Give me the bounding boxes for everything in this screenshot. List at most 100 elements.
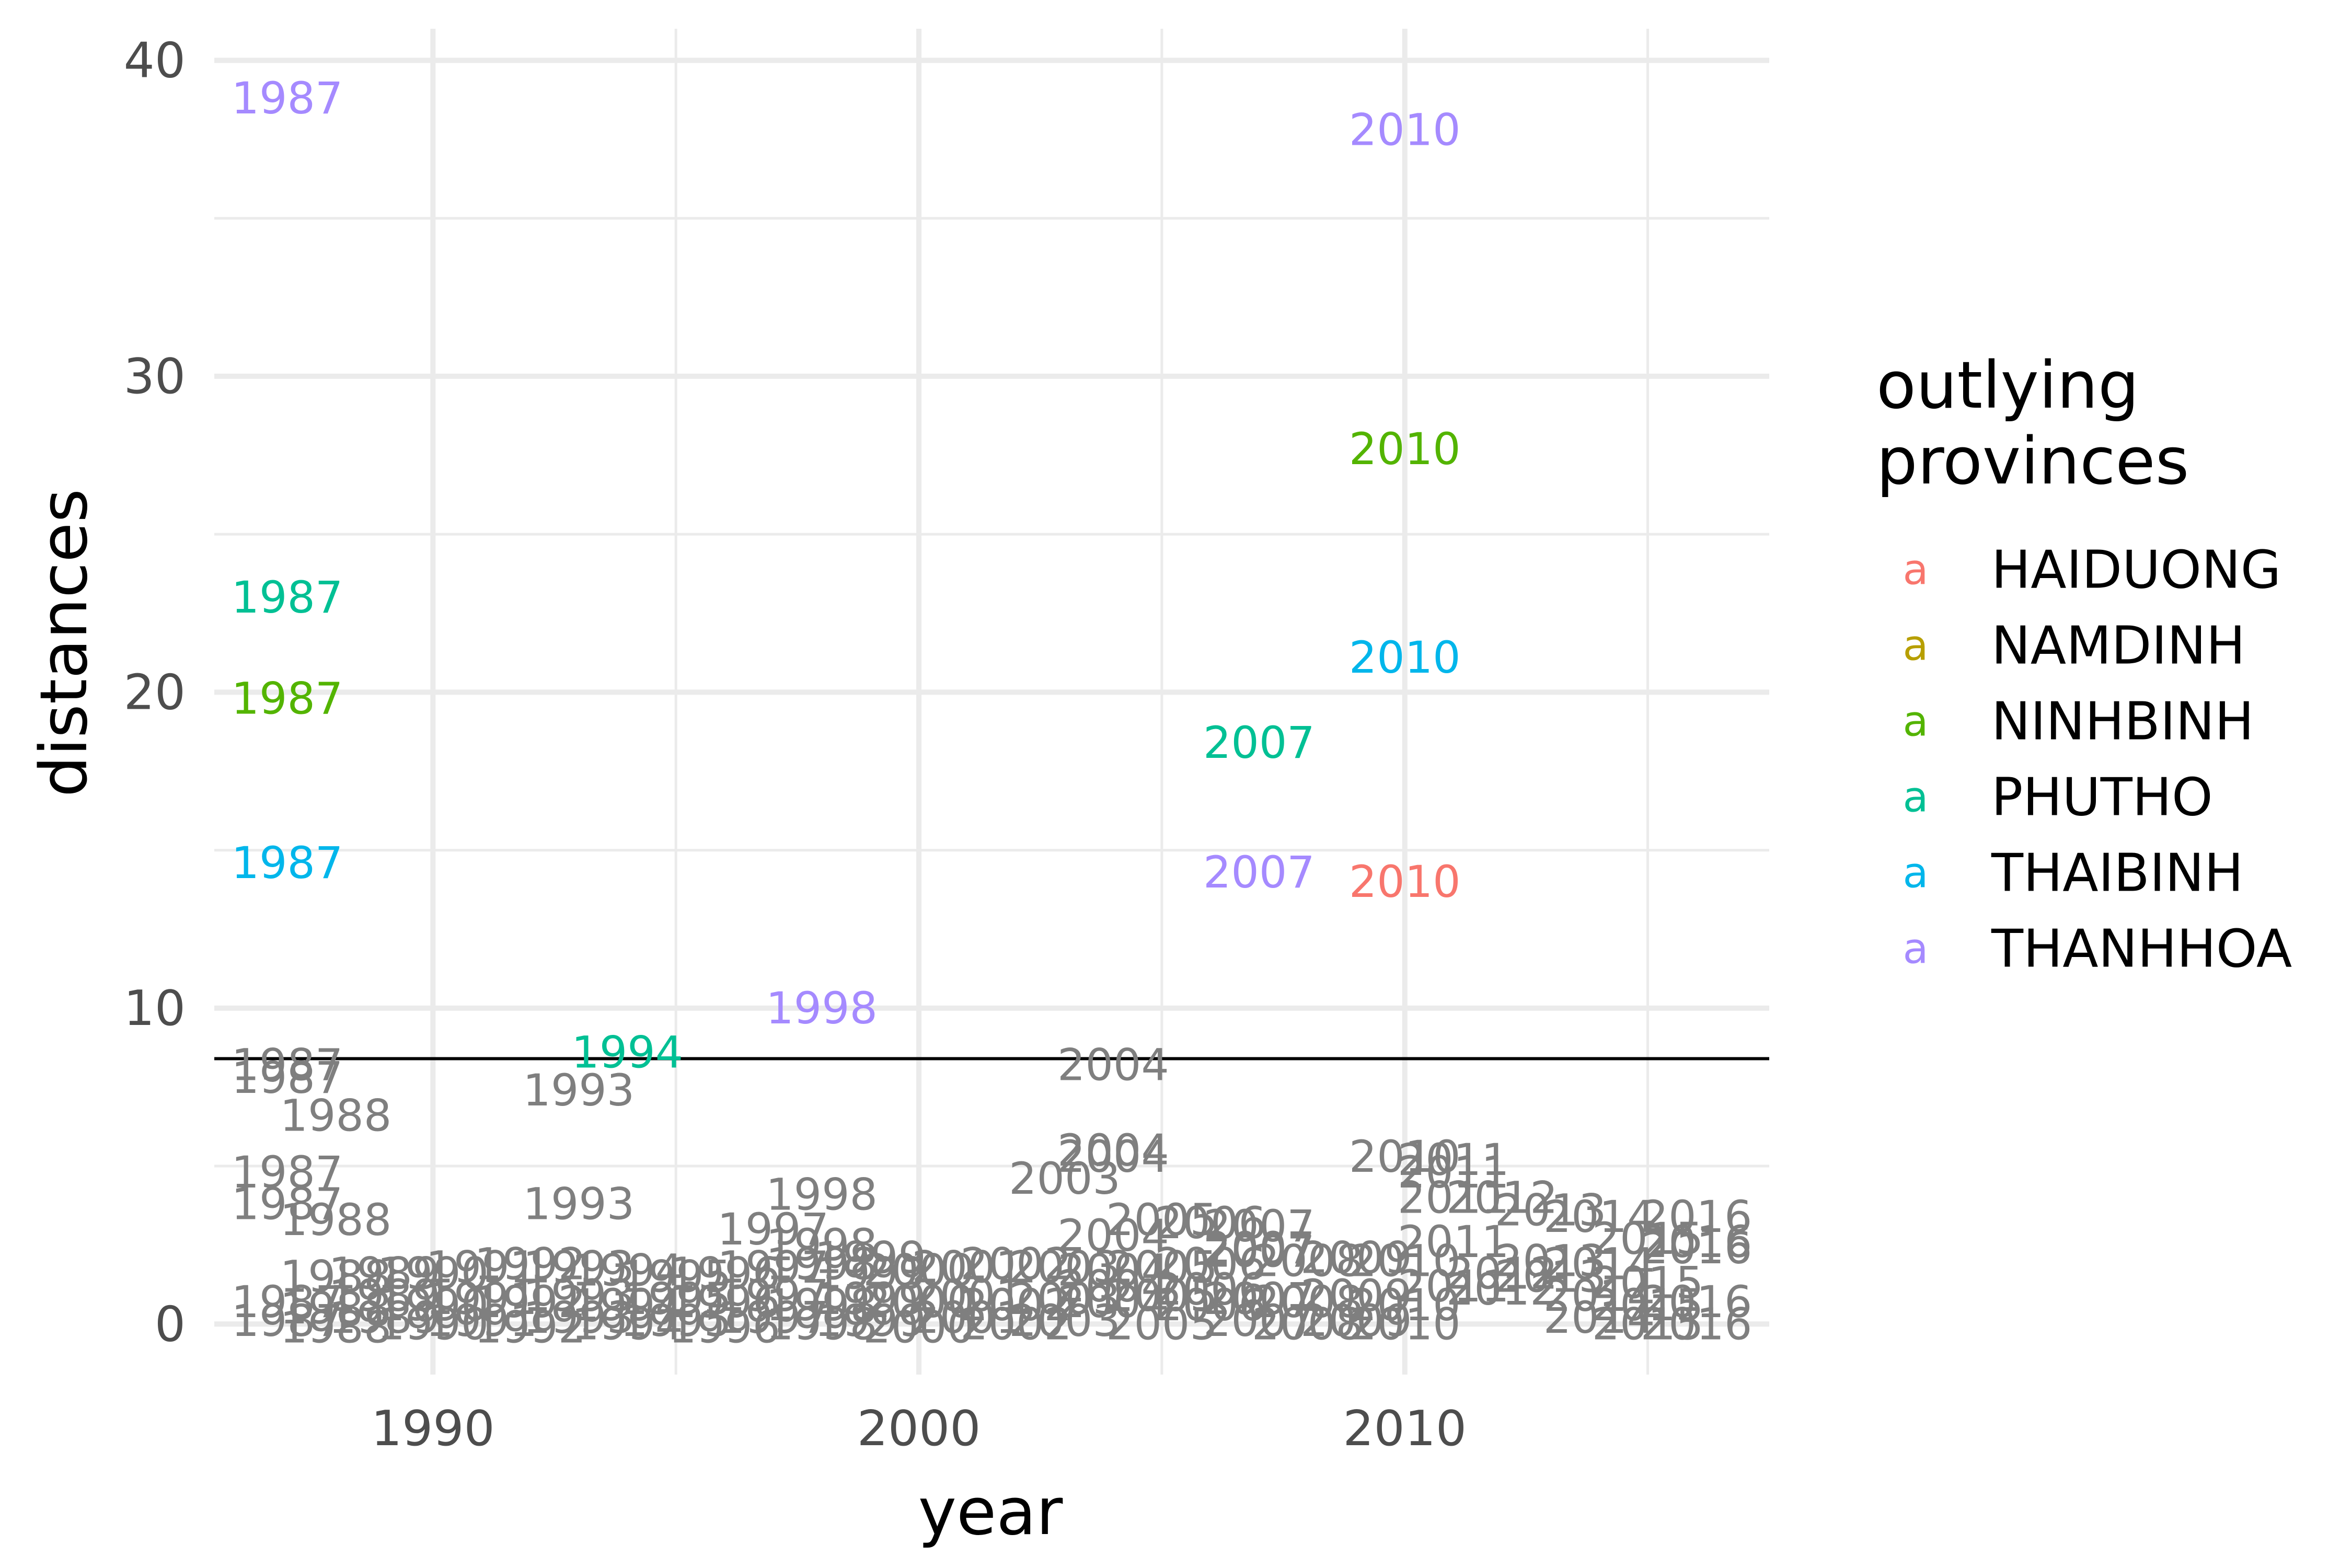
point-label-non-outlying: 1988 (280, 1283, 392, 1334)
point-label-non-outlying: 2012 (1446, 1172, 1558, 1224)
point-label-non-outlying: 1999 (814, 1295, 926, 1346)
point-label-non-outlying: 2004 (1057, 1261, 1169, 1312)
point-label-non-outlying: 1998 (766, 1238, 878, 1289)
point-label-thaibinh: 1987 (232, 837, 343, 889)
legend-label-phutho: PHUTHO (1991, 767, 2213, 828)
point-label-non-outlying: 2010 (1349, 1235, 1461, 1286)
point-label-thanhhoa: 2007 (1203, 847, 1315, 898)
point-label-non-outlying: 1998 (766, 1169, 878, 1220)
point-label-non-outlying: 1995 (620, 1251, 732, 1302)
point-label-non-outlying: 1999 (814, 1232, 926, 1283)
point-label-non-outlying: 2008 (1252, 1276, 1364, 1328)
point-label-non-outlying: 1998 (766, 1279, 878, 1331)
point-label-non-outlying: 2011 (1398, 1172, 1509, 1224)
point-label-non-outlying: 2007 (1203, 1226, 1315, 1277)
point-label-non-outlying: 2003 (1009, 1241, 1121, 1293)
point-label-non-outlying: 2010 (1349, 1131, 1461, 1182)
point-label-non-outlying: 2012 (1446, 1264, 1558, 1315)
point-label-non-outlying: 2006 (1155, 1238, 1266, 1289)
point-label-thanhhoa: 1987 (232, 73, 343, 124)
point-label-ninhbinh: 2010 (1349, 423, 1461, 475)
point-label-non-outlying: 1988 (280, 1090, 392, 1141)
point-label-non-outlying: 1999 (814, 1248, 926, 1299)
x-tick-label: 2000 (857, 1400, 981, 1457)
point-label-non-outlying: 2013 (1495, 1235, 1607, 1286)
point-label-non-outlying: 1997 (717, 1204, 829, 1255)
legend-key-glyph: a (1903, 925, 1928, 973)
point-label-non-outlying: 1993 (523, 1270, 635, 1321)
point-label-non-outlying: 2007 (1203, 1273, 1315, 1324)
point-label-non-outlying: 1987 (232, 1040, 343, 1091)
point-label-non-outlying: 2004 (1057, 1276, 1169, 1328)
point-label-non-outlying: 1989 (329, 1292, 441, 1343)
point-label-non-outlying: 1990 (377, 1279, 489, 1331)
point-label-non-outlying: 1987 (232, 1179, 343, 1230)
point-label-non-outlying: 2009 (1300, 1232, 1412, 1283)
point-label-non-outlying: 2011 (1398, 1134, 1509, 1185)
point-label-non-outlying: 2006 (1155, 1279, 1266, 1331)
point-label-non-outlying: 1997 (717, 1241, 829, 1293)
point-label-non-outlying: 1990 (377, 1298, 489, 1350)
point-label-phutho: 1987 (232, 572, 343, 623)
point-label-non-outlying: 2001 (912, 1270, 1023, 1321)
point-label-non-outlying: 2015 (1592, 1258, 1704, 1309)
y-tick-label: 0 (155, 1296, 186, 1352)
point-label-non-outlying: 2003 (1009, 1153, 1121, 1204)
point-label-non-outlying: 1991 (425, 1273, 537, 1324)
y-tick-labels: 0 10 20 30 40 (124, 32, 186, 1352)
point-label-non-outlying: 2002 (960, 1238, 1072, 1289)
point-label-non-outlying: 2000 (863, 1301, 975, 1353)
grid (214, 29, 1769, 1375)
point-label-non-outlying: 2007 (1203, 1295, 1315, 1346)
point-label-non-outlying: 1987 (232, 1276, 343, 1328)
point-label-non-outlying: 1992 (474, 1276, 586, 1328)
point-label-non-outlying: 1997 (717, 1292, 829, 1343)
legend-key-glyph: a (1903, 773, 1928, 822)
point-label-non-outlying: 2014 (1543, 1270, 1655, 1321)
x-axis-title: year (918, 1474, 1063, 1550)
point-label-non-outlying: 2004 (1057, 1040, 1169, 1091)
point-label-non-outlying: 1993 (523, 1065, 635, 1116)
legend-key-glyph: a (1903, 621, 1928, 670)
point-label-non-outlying: 2003 (1009, 1295, 1121, 1346)
point-label-non-outlying: 2016 (1641, 1276, 1753, 1328)
point-label-non-outlying: 1995 (620, 1295, 732, 1346)
point-label-non-outlying: 2011 (1398, 1261, 1509, 1312)
y-axis-title: distances (27, 489, 102, 797)
point-label-non-outlying: 1992 (474, 1238, 586, 1289)
point-label-non-outlying: 2011 (1398, 1216, 1509, 1267)
point-label-non-outlying: 2011 (1398, 1147, 1509, 1198)
point-label-thanhhoa: 1998 (766, 983, 878, 1034)
y-tick-label: 40 (124, 32, 186, 88)
point-label-non-outlying: 2013 (1495, 1185, 1607, 1236)
legend-label-ninhbinh: NINHBINH (1991, 691, 2254, 752)
point-label-non-outlying: 2009 (1300, 1295, 1412, 1346)
point-label-non-outlying: 1997 (717, 1270, 829, 1321)
point-label-non-outlying: 2009 (1300, 1270, 1412, 1321)
point-label-non-outlying: 1995 (620, 1273, 732, 1324)
point-label-non-outlying: 1988 (280, 1251, 392, 1302)
point-label-non-outlying: 1991 (425, 1295, 537, 1346)
point-label-non-outlying: 1993 (523, 1292, 635, 1343)
point-label-non-outlying: 1998 (766, 1219, 878, 1271)
y-tick-label: 30 (124, 348, 186, 405)
point-label-non-outlying: 1999 (814, 1273, 926, 1324)
point-label-non-outlying: 2003 (1009, 1273, 1121, 1324)
legend-key-glyph: a (1903, 697, 1928, 746)
legend-key-glyph: a (1903, 849, 1928, 897)
point-label-non-outlying: 2000 (863, 1276, 975, 1328)
point-label-non-outlying: 1994 (571, 1298, 683, 1350)
point-label-non-outlying: 2013 (1495, 1251, 1607, 1302)
y-tick-label: 20 (124, 664, 186, 720)
point-label-phutho: 2007 (1203, 717, 1315, 768)
point-label-non-outlying: 2010 (1349, 1298, 1461, 1350)
point-label-non-outlying: 2006 (1155, 1264, 1266, 1315)
point-label-non-outlying: 1994 (571, 1279, 683, 1331)
point-label-non-outlying: 1990 (377, 1248, 489, 1299)
point-label-non-outlying: 2004 (1057, 1210, 1169, 1261)
point-label-non-outlying: 2012 (1446, 1248, 1558, 1299)
point-label-non-outlying: 2008 (1252, 1235, 1364, 1286)
point-label-non-outlying: 2014 (1543, 1292, 1655, 1343)
